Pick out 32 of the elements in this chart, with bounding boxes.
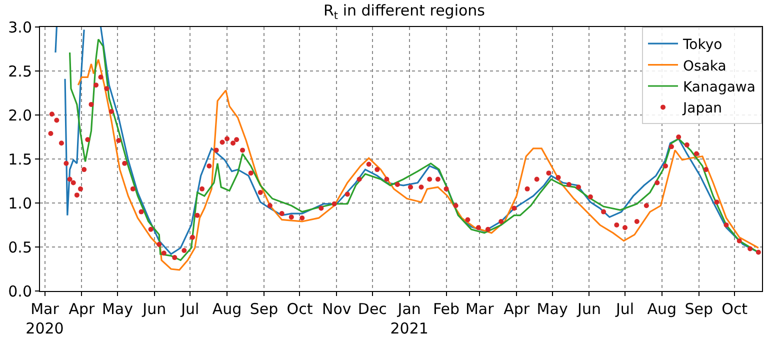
y-tick-label: 2.0 (8, 106, 32, 124)
x-tick-label: Jul (614, 300, 634, 318)
x-tick-label: Oct (286, 300, 313, 318)
y-tick-label: 0.5 (8, 238, 32, 256)
x-tick-label: Aug (212, 300, 242, 318)
legend-label: Japan (682, 100, 722, 117)
x-tick-label: Apr (504, 300, 530, 318)
y-tick-label: 1.0 (8, 194, 32, 212)
x-tick-label: Mar (465, 300, 495, 318)
x-tick-label: Nov (322, 300, 352, 318)
y-tick-label: 2.5 (8, 62, 32, 80)
y-tick-label: 0.0 (8, 282, 32, 300)
chart-title: R$_{t}$ in different regions (323, 2, 486, 22)
x-tick-label: Sep (684, 300, 713, 318)
legend-label: Tokyo (682, 37, 722, 54)
x-tick-label: May (536, 300, 568, 318)
x-tick-label: Sep (250, 300, 278, 318)
x-tick-label: Apr (68, 300, 96, 318)
x-tick-label: Oct (722, 300, 748, 318)
x-tick-label: Aug (647, 300, 677, 318)
x-tick-label: Mar 2020 (26, 300, 64, 338)
legend-label: Osaka (683, 58, 726, 74)
y-tick-label: 3.0 (8, 18, 32, 36)
legend-label: Kanagawa (683, 79, 756, 96)
x-tick-label: Jul (180, 300, 200, 318)
x-tick-label: Feb (432, 300, 460, 318)
x-tick-label: Jun (142, 300, 166, 318)
x-tick-label: Dec (358, 300, 387, 318)
x-tick-label: May (102, 300, 134, 318)
x-tick-label: Jun (576, 300, 601, 318)
x-tick-label: Jan 2021 (390, 300, 428, 338)
y-tick-label: 1.5 (8, 150, 32, 168)
